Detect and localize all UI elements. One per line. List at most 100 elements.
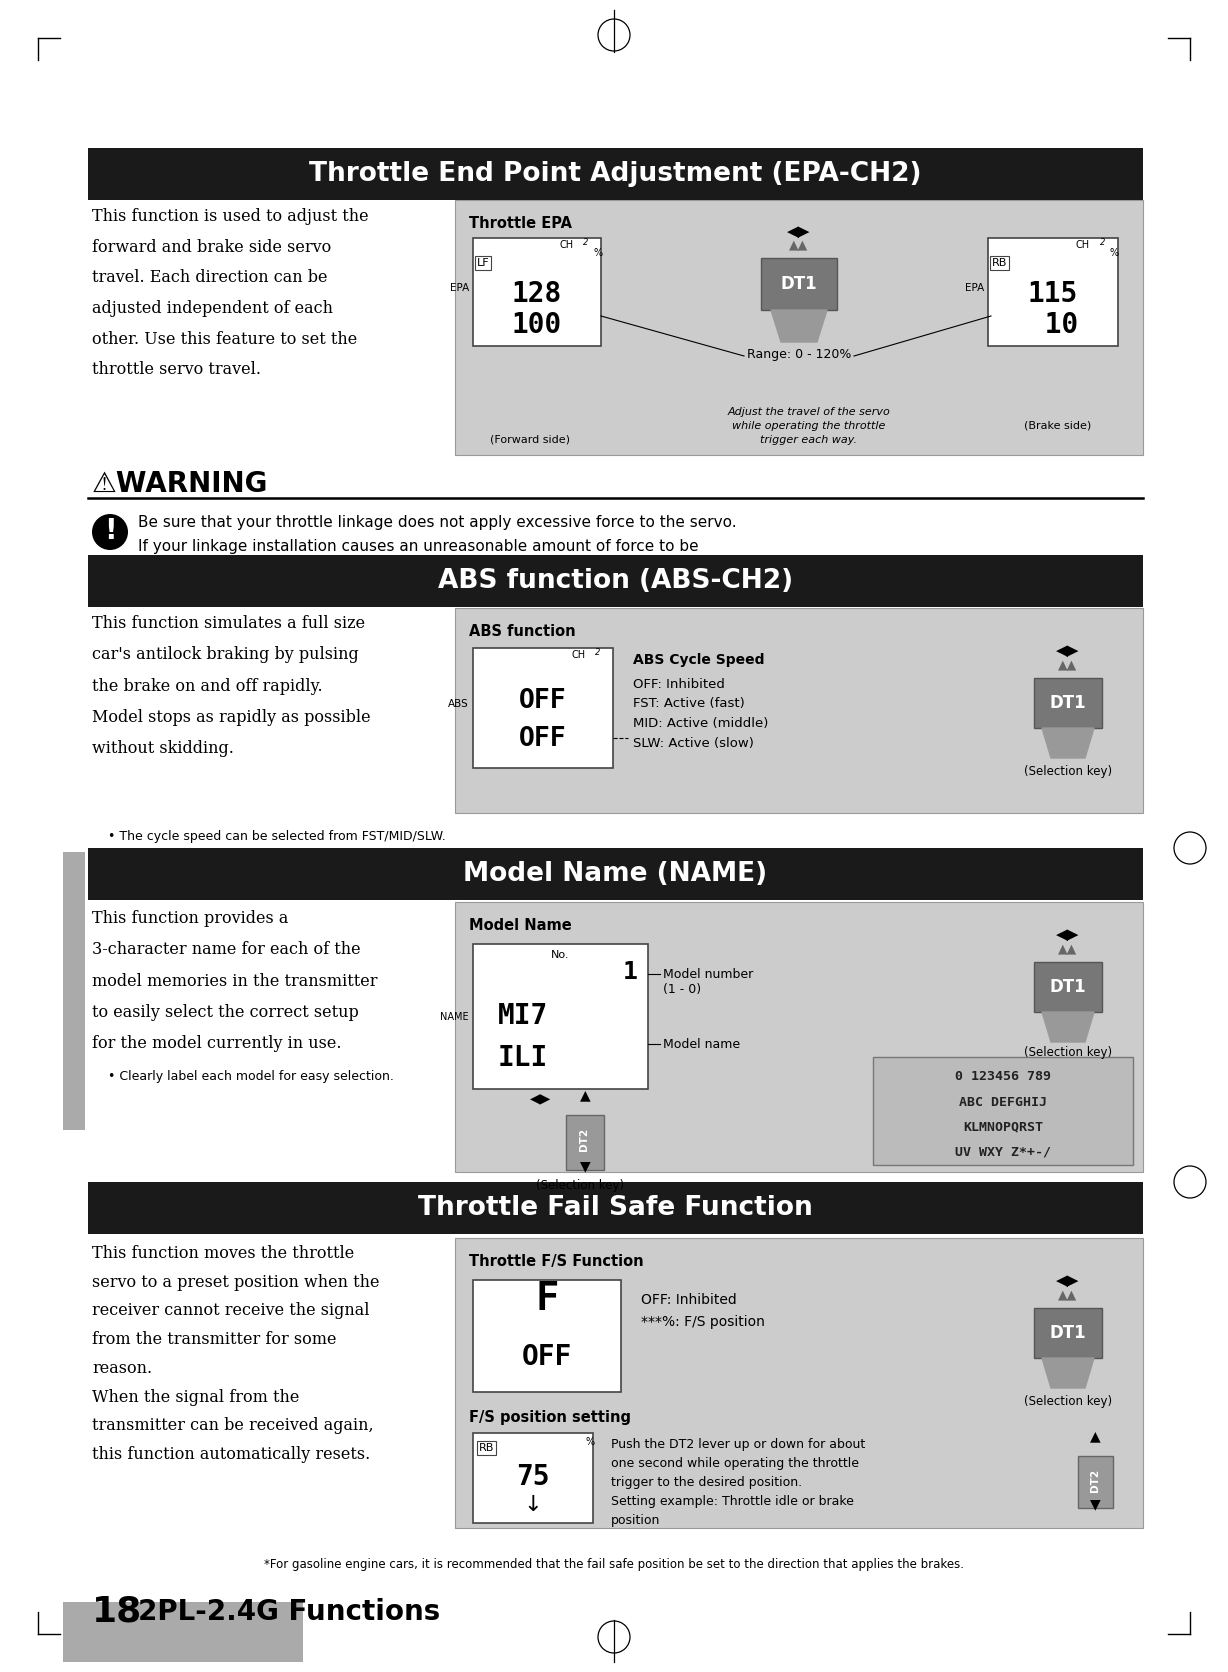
Text: ABC DEFGHIJ: ABC DEFGHIJ — [959, 1095, 1047, 1109]
Text: CH: CH — [559, 241, 573, 251]
Polygon shape — [1043, 1012, 1094, 1042]
Bar — [473, 1433, 593, 1523]
Bar — [63, 853, 85, 1130]
Text: NAME: NAME — [441, 1012, 469, 1022]
Text: • Clearly label each model for easy selection.: • Clearly label each model for easy sele… — [108, 1070, 394, 1083]
Text: ⚠WARNING: ⚠WARNING — [92, 470, 269, 498]
Text: !: ! — [103, 517, 117, 545]
Text: (Forward side): (Forward side) — [490, 435, 570, 445]
Bar — [1034, 1308, 1102, 1358]
Text: ↓: ↓ — [523, 1495, 543, 1515]
Text: ▲▲: ▲▲ — [790, 237, 808, 251]
Bar — [761, 257, 837, 309]
Bar — [1078, 1456, 1113, 1508]
Text: ABS Cycle Speed: ABS Cycle Speed — [632, 654, 765, 667]
Bar — [989, 237, 1117, 346]
Text: EPA: EPA — [449, 283, 469, 293]
Text: ▼: ▼ — [1089, 1496, 1100, 1511]
Bar — [566, 1115, 603, 1170]
Text: This function moves the throttle
servo to a preset position when the
receiver ca: This function moves the throttle servo t… — [92, 1246, 379, 1463]
Text: OFF: OFF — [522, 1343, 572, 1371]
Text: 2: 2 — [1100, 237, 1105, 247]
Text: (Selection key): (Selection key) — [1024, 766, 1113, 777]
Text: CH: CH — [1076, 241, 1090, 251]
Bar — [473, 237, 600, 346]
Bar — [1034, 961, 1102, 1012]
Text: ◀▶: ◀▶ — [1056, 1272, 1079, 1287]
Text: CH: CH — [571, 650, 585, 660]
Text: DT1: DT1 — [1050, 978, 1087, 997]
Bar — [873, 1057, 1133, 1165]
Text: (Selection key): (Selection key) — [1024, 1047, 1113, 1058]
Text: ◀▶: ◀▶ — [1056, 644, 1079, 659]
Text: (Brake side): (Brake side) — [1024, 421, 1092, 431]
Text: 0 123456 789: 0 123456 789 — [955, 1070, 1051, 1083]
Text: ▲: ▲ — [580, 1088, 591, 1102]
Text: 75: 75 — [516, 1463, 550, 1491]
Text: ILI: ILI — [499, 1043, 548, 1072]
Text: EPA: EPA — [965, 283, 984, 293]
Bar — [473, 1281, 621, 1393]
Text: OFF: OFF — [519, 726, 567, 752]
Text: ABS function (ABS-CH2): ABS function (ABS-CH2) — [438, 568, 793, 594]
Bar — [456, 201, 1143, 455]
Text: ▲▲: ▲▲ — [1059, 941, 1078, 955]
Text: Be sure that your throttle linkage does not apply excessive force to the servo.
: Be sure that your throttle linkage does … — [138, 515, 737, 579]
Text: Model Name: Model Name — [469, 918, 572, 933]
Text: 1: 1 — [623, 960, 639, 985]
Text: 2: 2 — [596, 649, 600, 657]
Text: F/S position setting: F/S position setting — [469, 1409, 631, 1425]
Text: 2PL-2.4G Functions: 2PL-2.4G Functions — [138, 1598, 441, 1625]
Text: OFF: Inhibited
***%: F/S position: OFF: Inhibited ***%: F/S position — [641, 1292, 765, 1329]
Text: Adjust the travel of the servo
while operating the throttle
trigger each way.: Adjust the travel of the servo while ope… — [728, 406, 890, 445]
Text: 18: 18 — [92, 1595, 142, 1629]
Text: No.: No. — [550, 950, 569, 960]
Text: RB: RB — [992, 257, 1007, 268]
Text: %: % — [1110, 247, 1119, 257]
Bar — [456, 609, 1143, 813]
Polygon shape — [771, 309, 826, 343]
Text: ▲: ▲ — [1089, 1430, 1100, 1443]
Bar — [88, 848, 1143, 900]
Text: ▲▲: ▲▲ — [1059, 1287, 1078, 1301]
Text: ▲▲: ▲▲ — [1059, 659, 1078, 670]
Text: F: F — [535, 1281, 559, 1318]
Text: Throttle Fail Safe Function: Throttle Fail Safe Function — [418, 1195, 813, 1221]
Polygon shape — [1043, 727, 1094, 757]
Text: UV WXY Z*+-/: UV WXY Z*+-/ — [955, 1145, 1051, 1159]
Text: 2: 2 — [583, 237, 588, 247]
Text: DT2: DT2 — [1090, 1468, 1100, 1491]
Text: %: % — [593, 247, 602, 257]
Text: 115: 115 — [1028, 279, 1078, 308]
Text: Throttle EPA: Throttle EPA — [469, 216, 572, 231]
Text: KLMNOPQRST: KLMNOPQRST — [963, 1120, 1043, 1134]
Text: Push the DT2 lever up or down for about
one second while operating the throttle
: Push the DT2 lever up or down for about … — [612, 1438, 866, 1527]
Bar — [88, 555, 1143, 607]
Text: LF: LF — [476, 257, 490, 268]
Text: ◀▶: ◀▶ — [1056, 926, 1079, 941]
Text: (Selection key): (Selection key) — [1024, 1394, 1113, 1408]
Text: DT1: DT1 — [1050, 694, 1087, 712]
Text: ABS function: ABS function — [469, 624, 576, 639]
Text: MI7: MI7 — [499, 1002, 548, 1030]
Bar — [456, 901, 1143, 1172]
Bar — [88, 149, 1143, 201]
Text: (Selection key): (Selection key) — [537, 1179, 625, 1192]
Bar — [473, 945, 648, 1088]
Text: 10: 10 — [1028, 311, 1078, 339]
Text: 100: 100 — [512, 311, 562, 339]
Text: Throttle End Point Adjustment (EPA-CH2): Throttle End Point Adjustment (EPA-CH2) — [309, 161, 922, 187]
Text: OFF: Inhibited
FST: Active (fast)
MID: Active (middle)
SLW: Active (slow): OFF: Inhibited FST: Active (fast) MID: A… — [632, 679, 769, 749]
Bar — [88, 1182, 1143, 1234]
Text: DT1: DT1 — [781, 274, 818, 293]
Text: *For gasoline engine cars, it is recommended that the fail safe position be set : *For gasoline engine cars, it is recomme… — [264, 1558, 964, 1572]
Text: DT1: DT1 — [1050, 1324, 1087, 1343]
Text: • The cycle speed can be selected from FST/MID/SLW.: • The cycle speed can be selected from F… — [108, 829, 446, 843]
Text: ◀▶: ◀▶ — [787, 224, 810, 239]
Polygon shape — [1043, 1358, 1094, 1388]
Text: ▼: ▼ — [580, 1159, 591, 1174]
Text: RB: RB — [479, 1443, 495, 1453]
Text: 128: 128 — [512, 279, 562, 308]
Text: This function provides a
3-character name for each of the
model memories in the : This function provides a 3-character nam… — [92, 910, 377, 1052]
Text: ABS: ABS — [448, 699, 469, 709]
